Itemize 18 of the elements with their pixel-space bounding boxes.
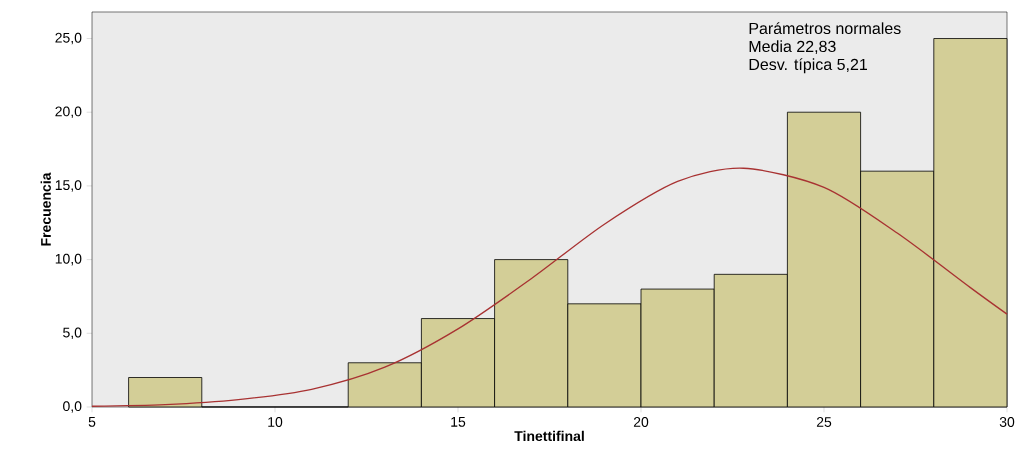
y-tick-label: 10,0 — [55, 253, 82, 266]
y-tick-label: 20,0 — [55, 106, 82, 118]
annotation: Parámetros normales — [749, 22, 901, 35]
annotation: Desv. típica 5,21 — [749, 58, 867, 74]
line-series — [91, 167, 1008, 407]
x-tick-label: 25 — [816, 417, 832, 427]
y-axis-title: Frecuencia — [40, 172, 51, 246]
y-tick-label: 25,0 — [55, 32, 82, 45]
annotation: Media 22,83 — [749, 40, 836, 54]
x-tick-label: 5 — [88, 417, 96, 427]
y-tick-label: 5,0 — [63, 327, 82, 340]
x-tick-label: 20 — [633, 417, 649, 427]
y-tick-label: 15,0 — [55, 180, 82, 192]
y-tick-label: 0,0 — [63, 401, 82, 413]
x-tick-label: 30 — [999, 417, 1015, 427]
x-tick-label: 10 — [268, 417, 283, 427]
x-tick-label: 15 — [451, 417, 466, 427]
x-axis-title: Tinettifinal — [514, 430, 584, 442]
